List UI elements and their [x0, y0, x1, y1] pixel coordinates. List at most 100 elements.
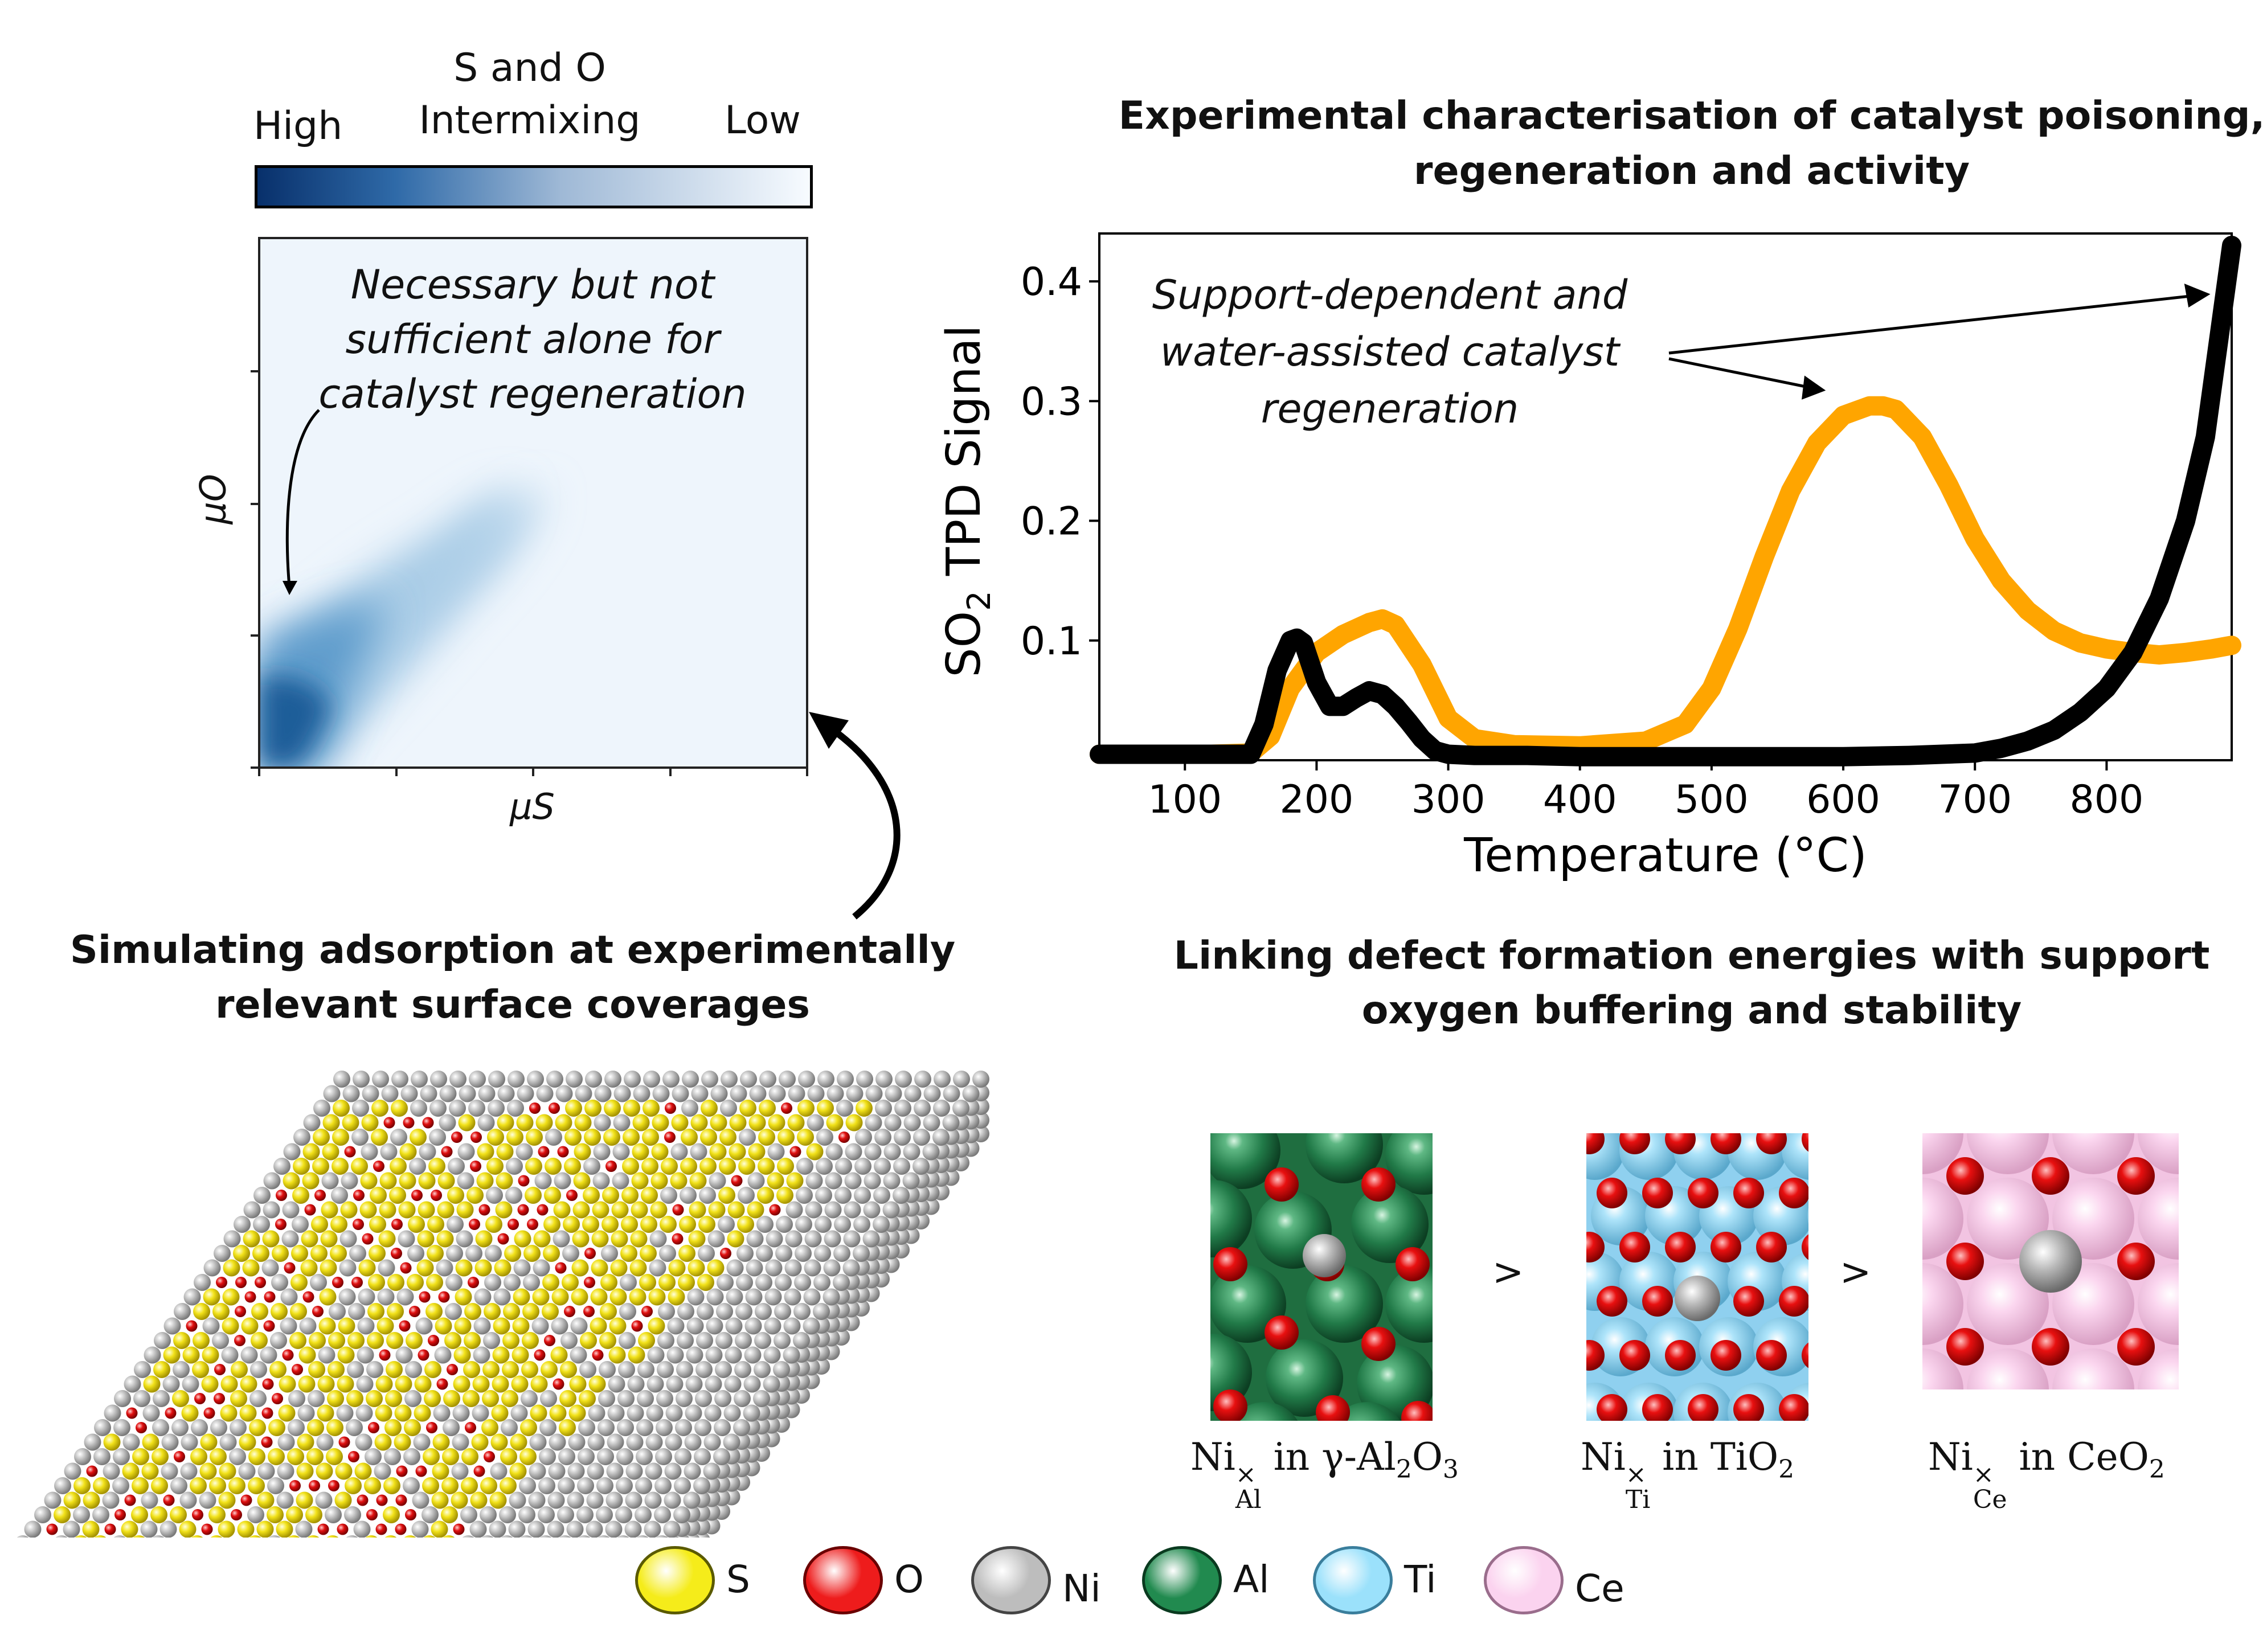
slab-ni-atom: [635, 1477, 652, 1494]
slab-ni-atom: [352, 1100, 369, 1117]
slab-o-atom: [396, 1465, 408, 1477]
slab-ni-atom: [430, 1071, 447, 1088]
slab-ni-atom: [676, 1361, 693, 1378]
slab-ni-atom: [677, 1303, 694, 1320]
slab-ni-atom: [710, 1085, 728, 1102]
ce-atom: [1967, 1263, 2049, 1345]
slab-s-atom: [346, 1390, 363, 1407]
slab-ni-atom: [652, 1085, 670, 1102]
o-atom: [1779, 1394, 1808, 1421]
tpd-xtick-label: 300: [1411, 777, 1486, 822]
slab-o-atom: [731, 1175, 743, 1187]
slab-ni-atom: [598, 1535, 610, 1538]
slab-ni-atom: [493, 1288, 511, 1306]
slab-o-atom: [275, 1219, 287, 1230]
slab-o-atom: [400, 1262, 412, 1274]
slab-ni-atom: [411, 1071, 428, 1088]
slab-ni-atom: [674, 1477, 691, 1494]
slab-ni-atom: [627, 1404, 644, 1422]
slab-s-atom: [563, 1216, 580, 1233]
slab-s-atom: [252, 1245, 269, 1262]
slab-ni-atom: [519, 1477, 536, 1494]
slab-ni-atom: [695, 1361, 713, 1378]
slab-s-atom: [472, 1375, 490, 1393]
slab-ni-atom: [321, 1172, 339, 1190]
slab-ni-atom: [893, 1187, 910, 1204]
slab-s-atom: [75, 1535, 87, 1538]
al-atom: [1210, 1133, 1280, 1189]
slab-ni-atom: [422, 1506, 439, 1523]
slab-ni-atom: [566, 1520, 584, 1538]
legend-label-s: S: [726, 1557, 750, 1601]
slab-s-atom: [658, 1274, 676, 1291]
tpd-ylabel: SO2 TPD Signal: [937, 325, 998, 678]
slab-s-atom: [391, 1100, 408, 1117]
slab-ni-atom: [559, 1535, 571, 1538]
slab-s-atom: [486, 1158, 504, 1175]
slab-ni-atom: [17, 1535, 29, 1538]
slab-s-atom: [337, 1346, 355, 1364]
heatmap-annotation-line1: Necessary but not: [350, 261, 715, 308]
tpd-series-black: [1090, 236, 2241, 766]
slab-ni-atom: [903, 1114, 921, 1132]
slab-s-atom: [542, 1303, 559, 1320]
slab-o-atom: [282, 1349, 294, 1361]
slab-o-atom: [234, 1335, 245, 1346]
slab-ni-atom: [395, 1346, 413, 1364]
slab-ni-atom: [616, 1477, 633, 1494]
slab-s-atom: [641, 1187, 658, 1204]
slab-ni-atom: [339, 1230, 357, 1248]
slab-s-atom: [239, 1433, 256, 1451]
slab-s-atom: [151, 1477, 168, 1494]
defect-label-al: Ni × Al in γ-Al2O3: [1190, 1435, 1459, 1515]
slab-ni-atom: [439, 1114, 456, 1132]
slab-s-atom: [519, 1448, 537, 1465]
slab-s-atom: [623, 1129, 640, 1146]
slab-ni-atom: [318, 1346, 335, 1364]
slab-ni-atom: [547, 1520, 564, 1538]
slab-s-atom: [739, 1100, 756, 1117]
slab-ni-atom: [686, 1346, 703, 1364]
slab-ni-atom: [902, 1172, 920, 1190]
slab-s-atom: [310, 1245, 328, 1262]
slab-ni-atom: [429, 1129, 446, 1146]
ce-atom: [2052, 1263, 2134, 1345]
slab-ni-atom: [140, 1520, 158, 1538]
slab-ni-atom: [374, 1462, 391, 1480]
slab-s-atom: [292, 1187, 309, 1204]
slab-s-atom: [317, 1375, 335, 1393]
slab-ni-atom: [477, 1114, 495, 1132]
slab-s-atom: [572, 1230, 590, 1248]
slab-s-atom: [461, 1477, 478, 1494]
slab-ni-atom: [357, 1346, 374, 1364]
tpd-series-group: [1090, 236, 2241, 766]
slab-ni-atom: [528, 1491, 546, 1509]
slab-ni-atom: [113, 1419, 130, 1436]
slab-ni-atom: [283, 1143, 301, 1161]
slab-s-atom: [543, 1216, 560, 1233]
slab-s-atom: [141, 1462, 159, 1480]
slab-s-atom: [332, 1158, 349, 1175]
slab-o-atom: [672, 1233, 684, 1245]
slab-ni-atom: [92, 1506, 109, 1523]
slab-ni-atom: [358, 1288, 375, 1306]
slab-s-atom: [559, 1390, 576, 1407]
slab-s-atom: [418, 1172, 436, 1190]
slab-o-atom: [584, 1277, 595, 1288]
slab-s-atom: [306, 1448, 324, 1465]
slab-ni-atom: [816, 1129, 833, 1146]
slab-ni-atom: [478, 1085, 496, 1102]
slab-o-atom: [549, 1102, 560, 1114]
slab-ni-atom: [784, 1259, 802, 1277]
slab-s-atom: [467, 1187, 484, 1204]
slab-s-atom: [369, 1216, 386, 1233]
slab-ni-atom: [551, 1317, 568, 1335]
slab-s-atom: [364, 1477, 381, 1494]
al-atom: [1306, 1265, 1383, 1343]
slab-ni-atom: [756, 1216, 774, 1233]
slab-o-atom: [86, 1465, 98, 1477]
slab-s-atom: [210, 1535, 223, 1538]
slab-s-atom: [386, 1361, 403, 1378]
slab-ni-atom: [506, 1158, 523, 1175]
slab-s-atom: [312, 1158, 329, 1175]
